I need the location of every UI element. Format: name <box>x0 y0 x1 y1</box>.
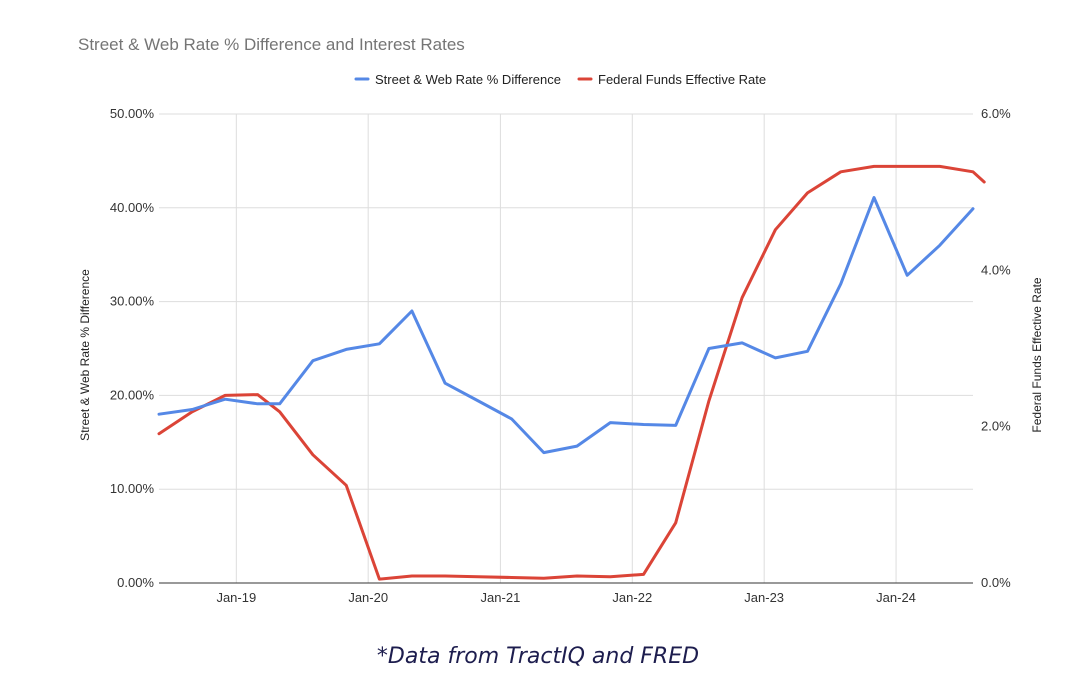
x-tick: Jan-22 <box>612 590 652 605</box>
y-tick-left: 10.00% <box>110 481 155 496</box>
legend: Street & Web Rate % Difference Federal Fu… <box>354 72 766 87</box>
y-tick-right: 4.0% <box>981 262 1011 277</box>
y-tick-left: 20.00% <box>110 387 155 402</box>
y-axis-right-label: Federal Funds Effective Rate <box>1030 277 1044 433</box>
y-tick-right: 2.0% <box>981 419 1011 434</box>
chart-title: Street & Web Rate % Difference and Inter… <box>78 35 465 54</box>
y-tick-left: 0.00% <box>117 575 154 590</box>
x-tick: Jan-21 <box>481 590 521 605</box>
tick-labels: 0.00% 10.00% 20.00% 30.00% 40.00% 50.00% Jan-1… <box>110 106 1011 605</box>
gridlines <box>159 113 973 584</box>
legend-label: Street & Web Rate % Difference <box>375 72 561 87</box>
y-axis-left-label: Street & Web Rate % Difference <box>78 269 92 441</box>
legend-item-street-web: Street & Web Rate % Difference <box>354 72 561 87</box>
legend-label: Federal Funds Effective Rate <box>598 72 766 87</box>
x-tick: Jan-20 <box>348 590 388 605</box>
y-tick-right: 0.0% <box>981 575 1011 590</box>
x-tick: Jan-19 <box>216 590 256 605</box>
y-tick-left: 40.00% <box>110 200 155 215</box>
series-street-web-line <box>157 196 975 455</box>
legend-item-fed-funds: Federal Funds Effective Rate <box>577 72 766 87</box>
y-tick-right: 6.0% <box>981 106 1011 121</box>
y-tick-left: 50.00% <box>110 106 155 121</box>
series-layer <box>157 164 986 581</box>
x-tick: Jan-24 <box>876 590 916 605</box>
series-fed-funds-line <box>157 164 986 581</box>
x-tick: Jan-23 <box>744 590 784 605</box>
footnote: *Data from TractIQ and FRED <box>376 644 700 669</box>
y-tick-left: 30.00% <box>110 294 155 309</box>
